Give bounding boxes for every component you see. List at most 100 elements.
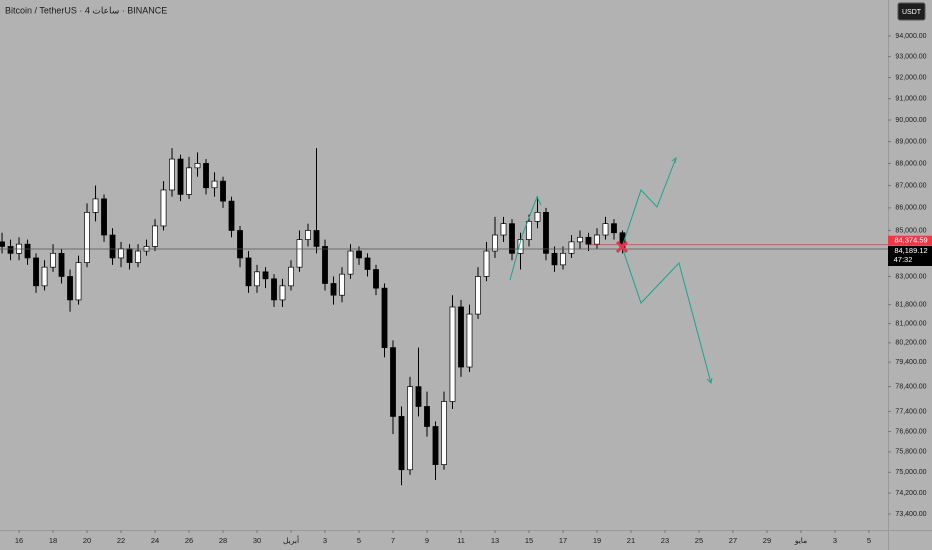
- y-tick-label: 86,000.00: [895, 205, 926, 212]
- candle-body: [254, 271, 260, 287]
- candle-body: [577, 236, 583, 243]
- candle-body: [33, 257, 39, 287]
- drawing-line: [621, 246, 712, 384]
- price-label-bg: [888, 235, 932, 246]
- candle-body: [67, 276, 73, 301]
- candle-body: [560, 252, 566, 266]
- y-tick-label: 73,400.00: [895, 511, 926, 518]
- candle-body: [84, 212, 90, 263]
- candle-body: [492, 234, 498, 252]
- candle-body: [611, 223, 617, 234]
- y-tick-label: 75,000.00: [895, 469, 926, 476]
- candle-body: [330, 283, 337, 296]
- candle-body: [432, 426, 439, 465]
- countdown: 47:32: [894, 255, 913, 264]
- candle-body: [101, 198, 107, 236]
- candle-body: [534, 212, 541, 222]
- x-tick-label: 3: [833, 536, 837, 545]
- candle-body: [526, 221, 532, 240]
- candle-body: [305, 230, 311, 240]
- candle-body: [449, 306, 456, 402]
- candle-body: [203, 163, 209, 189]
- x-tick-label: 7: [391, 536, 395, 545]
- y-tick-label: 87,000.00: [895, 182, 926, 189]
- y-tick-label: 80,200.00: [895, 340, 926, 347]
- candle-body: [296, 239, 303, 268]
- candle-body: [24, 243, 31, 259]
- arrow-head: [706, 377, 713, 385]
- candle-body: [228, 200, 235, 231]
- candle-body: [92, 198, 99, 213]
- x-tick-label: 22: [117, 536, 125, 545]
- y-tick-label: 92,000.00: [895, 74, 926, 81]
- y-tick-label: 81,800.00: [895, 301, 926, 308]
- x-tick-label: 23: [661, 536, 669, 545]
- candle-body: [347, 250, 354, 275]
- candle-body: [7, 246, 14, 254]
- currency-label[interactable]: USDT: [902, 9, 922, 16]
- x-tick-label: 16: [15, 536, 23, 545]
- x-tick-label: 13: [491, 536, 499, 545]
- candle-body: [237, 230, 243, 259]
- x-tick-label: 20: [83, 536, 91, 545]
- candle-body: [500, 223, 507, 236]
- y-tick-label: 74,200.00: [895, 490, 926, 497]
- x-tick-label: 9: [425, 536, 429, 545]
- candle-body: [245, 257, 252, 287]
- candle-body: [398, 416, 405, 471]
- y-tick-label: 88,000.00: [895, 160, 926, 167]
- candle-body: [407, 386, 413, 471]
- y-tick-label: 85,000.00: [895, 227, 926, 234]
- candle-body: [585, 236, 592, 245]
- x-tick-label: 18: [49, 536, 57, 545]
- drawing-line: [509, 195, 542, 281]
- x-tick-label: 19: [593, 536, 601, 545]
- candle-body: [381, 287, 388, 348]
- candle-body: [211, 180, 218, 189]
- candle-body: [424, 406, 430, 427]
- candle-body: [186, 167, 192, 195]
- candle-body: [160, 189, 167, 227]
- candle-body: [568, 241, 575, 254]
- x-tick-label: 15: [525, 536, 533, 545]
- candle-body: [458, 306, 464, 368]
- candle-body: [339, 273, 345, 296]
- y-tick-label: 76,600.00: [895, 428, 926, 435]
- candle-body: [322, 246, 328, 284]
- x-tick-label: 5: [357, 536, 361, 545]
- x-tick-label: 30: [253, 536, 261, 545]
- candle-body: [551, 252, 558, 266]
- y-tick-label: 79,400.00: [895, 359, 926, 366]
- candle-body: [135, 250, 141, 263]
- x-tick-label: 26: [185, 536, 193, 545]
- candle-body: [543, 212, 549, 254]
- price-label: 84,374.59: [894, 236, 927, 245]
- y-tick-label: 77,400.00: [895, 408, 926, 415]
- candle-body: [194, 163, 201, 169]
- candle-body: [58, 252, 65, 277]
- y-tick-label: 91,000.00: [895, 96, 926, 103]
- candle-body: [118, 248, 124, 259]
- y-tick-label: 78,400.00: [895, 383, 926, 390]
- arrow-head: [671, 156, 677, 164]
- candle-body: [466, 313, 473, 368]
- candle-body: [483, 250, 490, 277]
- y-tick-label: 90,000.00: [895, 117, 926, 124]
- candle-body: [220, 180, 226, 202]
- candle-body: [271, 278, 277, 301]
- candle-body: [313, 230, 320, 247]
- candle-body: [109, 234, 116, 259]
- candle-body: [509, 223, 515, 254]
- x-tick-label: 17: [559, 536, 567, 545]
- currency-button[interactable]: [897, 2, 926, 21]
- candle-body: [475, 276, 481, 315]
- candle-body: [152, 225, 158, 247]
- x-tick-label: 28: [219, 536, 227, 545]
- drawings: [509, 156, 713, 385]
- x-tick-label: 11: [457, 536, 465, 545]
- x-tick-label: 21: [627, 536, 635, 545]
- y-tick-label: 94,000.00: [895, 33, 926, 40]
- y-tick-label: 89,000.00: [895, 138, 926, 145]
